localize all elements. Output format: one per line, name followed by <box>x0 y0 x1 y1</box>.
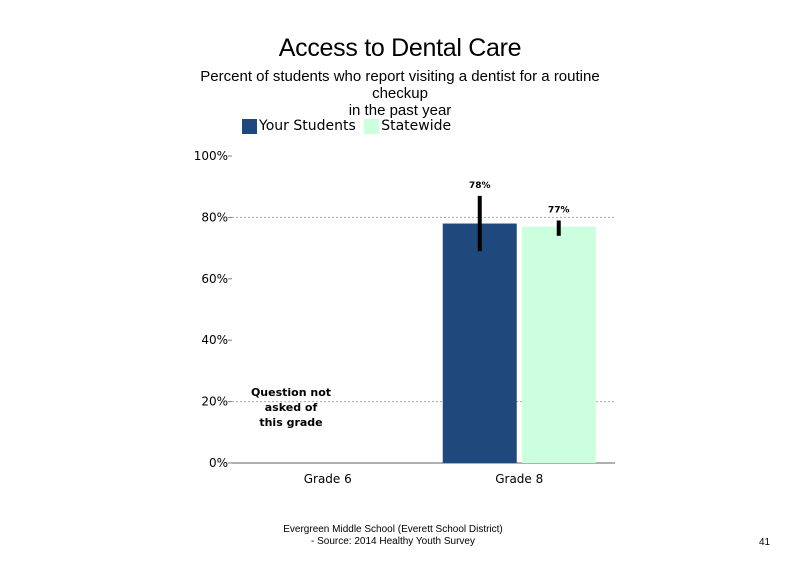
annotation-line: Question not <box>251 386 331 399</box>
y-tick-label: 0% <box>209 456 228 470</box>
subtitle-line-1: Percent of students who report visiting … <box>200 68 600 85</box>
y-tick-label: 100% <box>194 149 228 163</box>
subtitle-line-2: checkup <box>372 85 428 102</box>
chart-legend: Your Students Statewide <box>242 118 456 136</box>
data-label: 77% <box>548 205 570 215</box>
bar-your-students-grade-8 <box>442 223 517 463</box>
subtitle-line-3: in the past year <box>348 102 452 118</box>
y-tick-label: 80% <box>201 210 228 224</box>
y-tick-label: 60% <box>201 272 228 286</box>
legend-label-statewide: Statewide <box>381 118 452 134</box>
bar-statewide-grade-8 <box>521 226 596 463</box>
annotation-line: asked of <box>265 401 318 414</box>
footer: Evergreen Middle School (Everett School … <box>0 524 800 548</box>
footer-line-2: - Source: 2014 Healthy Youth Survey <box>311 536 475 547</box>
y-tick-label: 20% <box>201 395 228 409</box>
category-label-grade-8: Grade 8 <box>495 472 543 486</box>
legend-swatch-statewide <box>364 118 380 134</box>
legend-item-your-students: Your Students <box>242 118 356 134</box>
legend-swatch-your-students <box>242 118 257 134</box>
annotation-line: this grade <box>259 416 322 429</box>
page-number: 41 <box>759 537 771 548</box>
footer-line-1: Evergreen Middle School (Everett School … <box>283 524 503 535</box>
y-tick-label: 40% <box>201 333 228 347</box>
data-label: 78% <box>469 181 491 191</box>
chart-subtitle: Percent of students who report visiting … <box>170 68 630 118</box>
chart-title: Access to Dental Care <box>278 34 522 62</box>
legend-label-your-students: Your Students <box>259 118 356 134</box>
category-label-grade-6: Grade 6 <box>304 472 352 486</box>
legend-item-statewide: Statewide <box>364 118 451 134</box>
